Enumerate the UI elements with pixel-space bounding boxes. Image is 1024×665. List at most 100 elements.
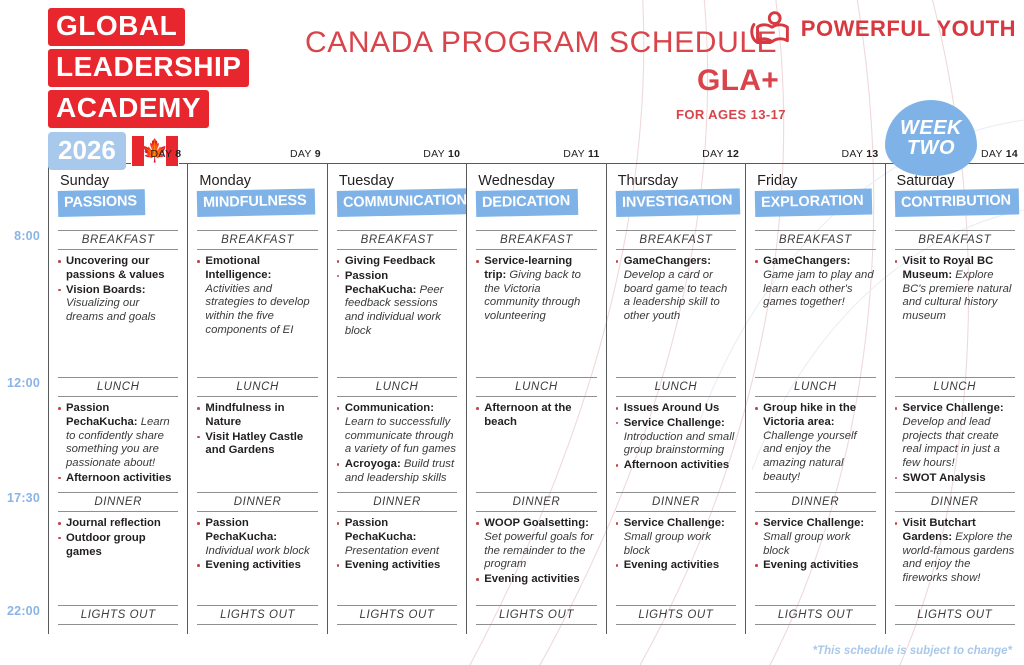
- day-column-saturday: Saturday CONTRIBUTION BREAKFAST Visit to Ro…: [884, 164, 1024, 634]
- lights-out-block: LIGHTS OUT: [615, 605, 737, 625]
- activity-title: SWOT Analysis: [902, 471, 986, 484]
- activity-title: Afternoon at the beach: [484, 402, 572, 428]
- evening-block: DINNER Service Challenge: Small group wor…: [755, 492, 876, 574]
- activity-title: Afternoon activities: [623, 459, 730, 472]
- evening-block: DINNER Passion PechaKucha: Individual wor…: [197, 492, 318, 574]
- meal-divider-dinner: DINNER: [336, 492, 458, 512]
- time-label: 17:30: [7, 491, 40, 505]
- meal-divider-dinner: DINNER: [755, 492, 876, 512]
- meal-divider-lights_out: LIGHTS OUT: [336, 605, 458, 625]
- activity-description: Presentation event: [344, 544, 440, 557]
- week-badge-line1: WEEK: [900, 117, 962, 139]
- activity-item: Passion PechaKucha: Learn to confidently…: [58, 402, 178, 471]
- activity-item: Afternoon at the beach: [476, 402, 596, 430]
- activity-list: GameChangers: Develop a card or board ga…: [615, 255, 736, 324]
- activity-description: Individual work block: [205, 544, 310, 557]
- activity-item: GameChangers: Develop a card or board ga…: [615, 255, 736, 324]
- activity-title: Evening activities: [344, 559, 441, 572]
- meal-divider-dinner: DINNER: [894, 492, 1015, 512]
- activity-item: Passion PechaKucha: Peer feedback sessio…: [336, 270, 457, 339]
- theme-banner-wrap: PASSIONS: [49, 189, 178, 217]
- activity-item: Group hike in the Victoria area: Challen…: [755, 402, 875, 485]
- activity-title: GameChangers:: [623, 255, 711, 267]
- meal-divider-dinner: DINNER: [197, 492, 318, 512]
- day-name: Sunday: [60, 173, 110, 189]
- meal-divider-breakfast: BREAKFAST: [197, 230, 318, 250]
- day-theme-banner: INVESTIGATION: [615, 188, 741, 217]
- meal-divider-dinner: DINNER: [476, 492, 597, 512]
- brand-name: POWERFUL YOUTH: [800, 16, 1016, 41]
- activity-list: Service Challenge: Small group work bloc…: [755, 517, 875, 573]
- afternoon-block: LUNCH Group hike in the Victoria area: Ch…: [755, 377, 876, 486]
- lights-out-block: LIGHTS OUT: [197, 605, 318, 625]
- morning-block: BREAKFAST GameChangers: Develop a card or…: [615, 230, 737, 325]
- gla-logo: GLOBAL LEADERSHIP ACADEMY 2026 🍁: [48, 8, 258, 170]
- activity-list: Emotional Intelligence: Activities and s…: [197, 255, 317, 338]
- day-number-label: DAY 8: [150, 148, 182, 160]
- activity-item: SWOT Analysis: [894, 471, 1015, 486]
- footnote: *This schedule is subject to change*: [812, 645, 1012, 657]
- day-number-label: DAY 12: [702, 148, 740, 160]
- meal-divider-lights_out: LIGHTS OUT: [58, 605, 179, 625]
- activity-title: GameChangers:: [763, 255, 851, 267]
- meal-divider-breakfast: BREAKFAST: [894, 230, 1015, 250]
- theme-banner-wrap: MINDFULNESS: [188, 188, 317, 217]
- morning-block: BREAKFAST Visit to Royal BC Museum: Explo…: [894, 230, 1015, 325]
- activity-title: Vision Boards:: [66, 283, 146, 296]
- activity-list: Journal reflection Outdoor group games: [58, 517, 178, 559]
- activity-item: Outdoor group games: [58, 532, 178, 560]
- activity-title: Issues Around Us: [623, 402, 720, 414]
- day-number-label: DAY 10: [423, 148, 461, 160]
- activity-list: Afternoon at the beach: [476, 402, 596, 430]
- activity-list: Giving Feedback Passion PechaKucha: Peer …: [336, 255, 457, 339]
- activity-title: Evening activities: [623, 559, 720, 572]
- lights-out-block: LIGHTS OUT: [336, 605, 458, 625]
- activity-title: WOOP Goalsetting:: [484, 517, 589, 529]
- activity-item: Issues Around Us: [615, 402, 736, 416]
- theme-banner-wrap: COMMUNICATION: [328, 188, 467, 217]
- afternoon-block: LUNCH Afternoon at the beach: [476, 377, 597, 431]
- afternoon-block: LUNCH Passion PechaKucha: Learn to confid…: [58, 377, 179, 487]
- activity-title: Acroyoga:: [344, 458, 401, 471]
- day-number-label: DAY 11: [563, 148, 600, 160]
- day-column-monday: Monday MINDFULNESS BREAKFAST Emotional Inte…: [187, 164, 326, 634]
- activity-item: Evening activities: [197, 559, 317, 573]
- evening-block: DINNER Service Challenge: Small group wor…: [615, 492, 737, 574]
- meal-divider-lights_out: LIGHTS OUT: [476, 605, 597, 625]
- logo-line-global: GLOBAL: [48, 8, 186, 46]
- meal-divider-breakfast: BREAKFAST: [336, 230, 458, 250]
- day-column-thursday: Thursday INVESTIGATION BREAKFAST GameChange…: [605, 164, 745, 634]
- meal-divider-lunch: LUNCH: [476, 377, 597, 397]
- day-theme-banner: MINDFULNESS: [197, 188, 316, 217]
- activity-list: Passion PechaKucha: Presentation event Ev…: [336, 517, 457, 573]
- day-theme-banner: COMMUNICATION: [336, 188, 467, 217]
- meal-divider-lights_out: LIGHTS OUT: [197, 605, 318, 625]
- person-reading-book-icon: [750, 11, 789, 45]
- activity-title: Evening activities: [484, 573, 580, 586]
- activity-title: Journal reflection: [66, 517, 161, 529]
- activity-description: Activities and strategies to develop wit…: [205, 282, 310, 336]
- morning-block: BREAKFAST Giving Feedback Passion PechaKuc…: [336, 230, 458, 340]
- day-name: Thursday: [617, 173, 679, 189]
- meal-divider-breakfast: BREAKFAST: [615, 230, 737, 250]
- activity-list: Service-learning trip: Giving back to th…: [476, 255, 596, 324]
- activity-item: Visit Hatley Castle and Gardens: [197, 431, 317, 459]
- lights-out-block: LIGHTS OUT: [894, 605, 1015, 625]
- page-title: CANADA PROGRAM SCHEDULE: [305, 26, 778, 59]
- powerful-youth-logo: POWERFUL YOUTH: [750, 10, 1016, 48]
- meal-divider-dinner: DINNER: [58, 492, 179, 512]
- activity-list: GameChangers: Game jam to play and learn…: [755, 255, 875, 310]
- afternoon-block: LUNCH Communication: Learn to successfull…: [336, 377, 458, 487]
- activity-item: Afternoon activities: [615, 459, 736, 473]
- activity-title: Uncovering our passions & values: [66, 255, 165, 281]
- activity-list: Visit to Royal BC Museum: Explore BC's p…: [894, 255, 1015, 324]
- activity-title: Afternoon activities: [66, 471, 172, 484]
- time-label: 8:00: [14, 229, 40, 243]
- activity-list: Group hike in the Victoria area: Challen…: [755, 402, 875, 485]
- lights-out-block: LIGHTS OUT: [476, 605, 597, 625]
- meal-divider-breakfast: BREAKFAST: [58, 230, 179, 250]
- meal-divider-breakfast: BREAKFAST: [476, 230, 597, 250]
- day-number-label: DAY 14: [980, 148, 1018, 160]
- evening-block: DINNER Visit Butchart Gardens: Explore th…: [894, 492, 1015, 587]
